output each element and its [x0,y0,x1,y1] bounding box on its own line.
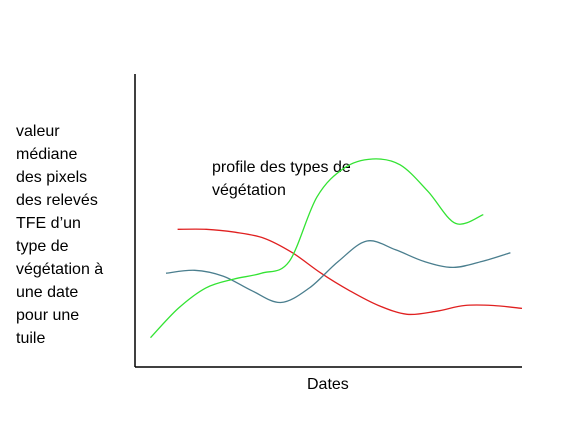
series-line-2 [165,240,511,304]
chart-annotation: profile des types de végétation [212,159,351,199]
y-axis-label: valeur médiane des pixels des relevés TF… [16,123,104,347]
series-line-3 [150,158,484,339]
x-axis-label: Dates [307,376,349,393]
series-line-1 [177,228,523,316]
